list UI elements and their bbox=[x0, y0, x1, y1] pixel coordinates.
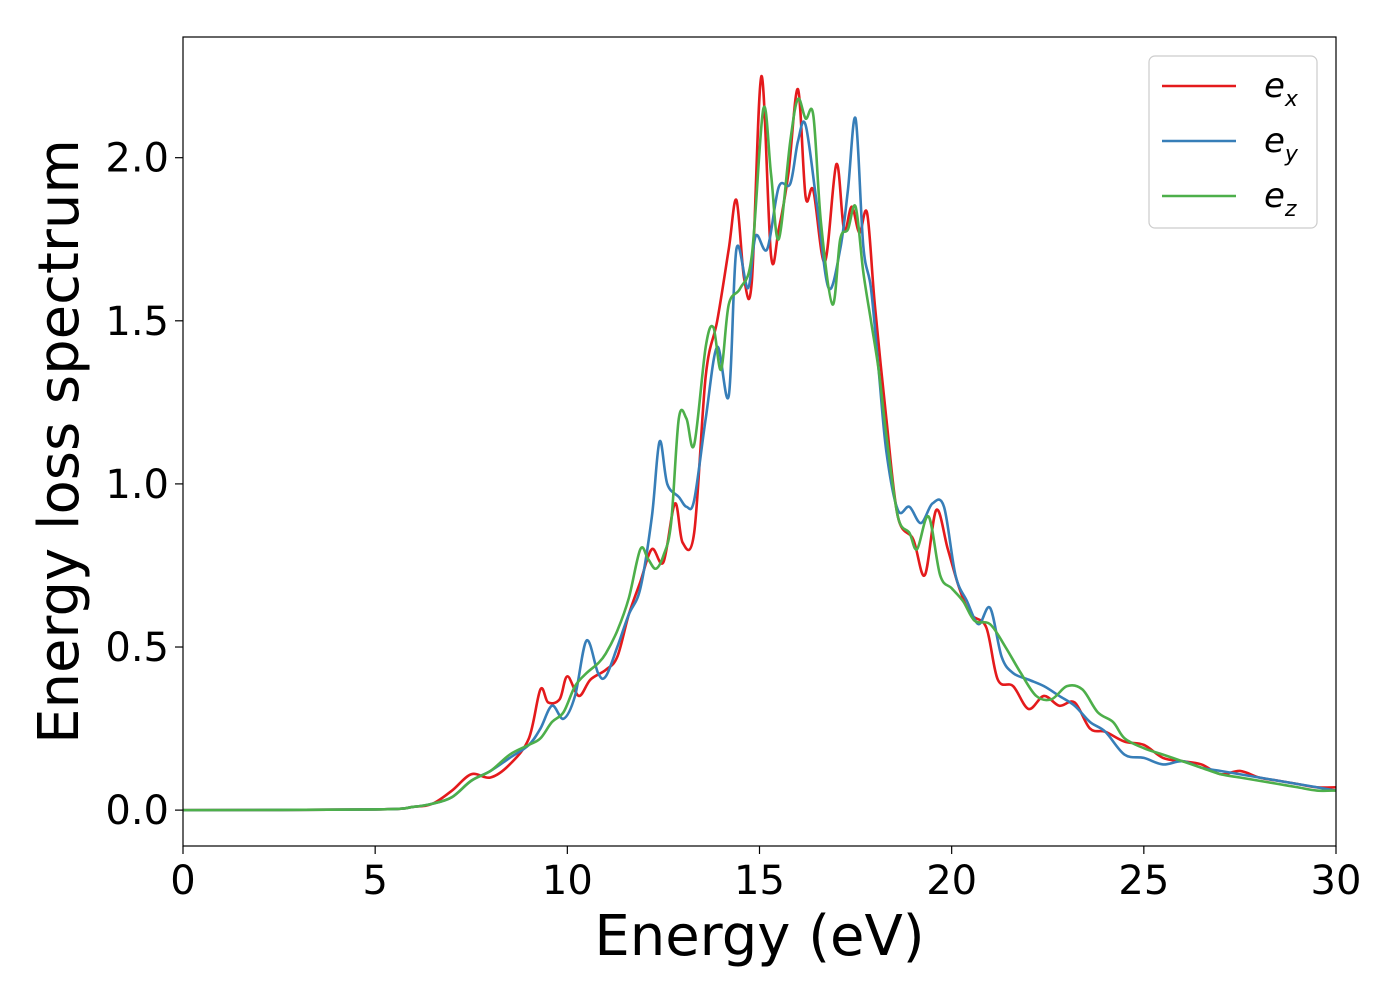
y-axis-ticks: 0.0 0.5 1.0 1.5 2.0 bbox=[105, 136, 183, 834]
x-axis-label: Energy (eV) bbox=[594, 904, 924, 969]
y-tick-label: 0.0 bbox=[105, 788, 169, 834]
legend-label-ex: ex bbox=[1264, 66, 1299, 112]
series-line-ex bbox=[183, 74, 1336, 812]
y-axis-label: Energy loss spectrum bbox=[27, 139, 92, 744]
series-layer bbox=[183, 74, 1336, 812]
x-tick-label: 20 bbox=[926, 858, 977, 904]
x-axis-ticks: 0 5 10 15 20 25 30 bbox=[170, 846, 1361, 904]
x-tick-label: 25 bbox=[1118, 858, 1169, 904]
y-tick-label: 1.0 bbox=[105, 462, 169, 508]
x-tick-label: 15 bbox=[734, 858, 785, 904]
plot-area: 0 5 10 15 20 25 30 0.0 0.5 1.0 1.5 2.0 bbox=[105, 36, 1361, 904]
x-tick-label: 10 bbox=[542, 858, 593, 904]
series-line-ey bbox=[183, 116, 1336, 812]
series-line-ez bbox=[183, 97, 1336, 812]
x-tick-label: 5 bbox=[362, 858, 387, 904]
y-tick-label: 0.5 bbox=[105, 625, 169, 671]
x-tick-label: 30 bbox=[1311, 858, 1362, 904]
y-tick-label: 1.5 bbox=[105, 299, 169, 345]
x-tick-label: 0 bbox=[170, 858, 195, 904]
y-tick-label: 2.0 bbox=[105, 136, 169, 182]
